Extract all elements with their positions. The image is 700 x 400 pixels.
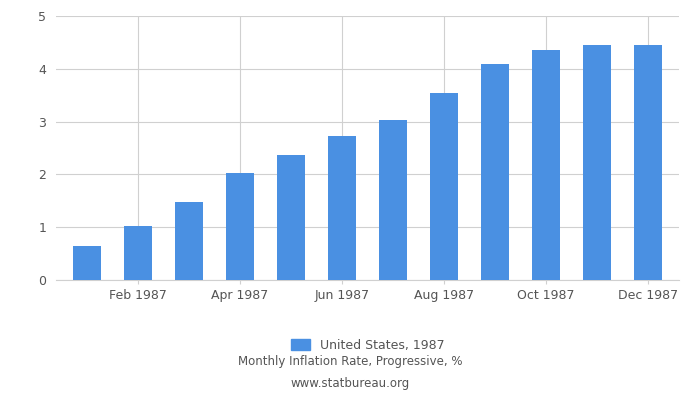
Bar — [73, 246, 101, 280]
Legend: United States, 1987: United States, 1987 — [286, 334, 449, 357]
Bar — [532, 50, 560, 280]
Bar — [481, 64, 509, 280]
Bar — [328, 136, 356, 280]
Bar — [430, 92, 458, 280]
Bar — [226, 173, 254, 280]
Bar — [379, 120, 407, 280]
Bar — [277, 155, 305, 280]
Text: www.statbureau.org: www.statbureau.org — [290, 377, 410, 390]
Text: Monthly Inflation Rate, Progressive, %: Monthly Inflation Rate, Progressive, % — [238, 356, 462, 368]
Bar — [583, 44, 611, 280]
Bar — [634, 44, 662, 280]
Bar — [175, 202, 203, 280]
Bar — [124, 226, 152, 280]
